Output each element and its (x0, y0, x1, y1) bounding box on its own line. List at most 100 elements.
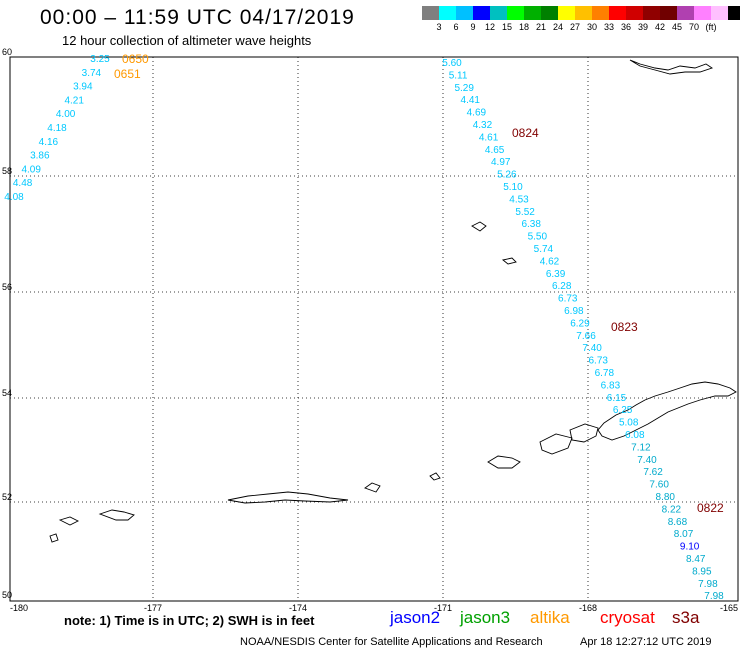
wave-height-label: 6.25 (613, 405, 633, 416)
wave-height-label: 7.40 (582, 343, 602, 354)
timestamp-text: Apr 18 12:27:12 UTC 2019 (580, 636, 712, 648)
wave-height-label: 8.22 (662, 504, 682, 515)
pass-time-label: 0822 (697, 501, 724, 515)
wave-height-label: 3.74 (82, 68, 102, 79)
colorbar-swatch (422, 6, 439, 20)
pass-time-label: 0650 (122, 52, 149, 66)
wave-height-label: 3.25 (90, 54, 110, 65)
wave-height-label: 5.60 (442, 58, 462, 69)
map-subtitle: 12 hour collection of altimeter wave hei… (62, 33, 312, 48)
colorbar-label: 27 (569, 22, 580, 32)
wave-height-label: 6.38 (521, 219, 541, 230)
map-frame (9, 56, 739, 602)
legend-s3a: s3a (672, 608, 700, 627)
latitude-tick-label: 60 (2, 47, 12, 57)
wave-height-label: 4.32 (473, 120, 493, 131)
longitude-tick-label: -180 (10, 603, 28, 613)
altimeter-track-west: 3.25 3.74 3.94 4.21 4.00 4.18 4.16 3.86 4.09 4.48… (4, 54, 110, 203)
wave-height-label: 5.11 (449, 70, 468, 81)
wave-height-label: 7.40 (637, 455, 657, 466)
colorbar-label: 70 (688, 22, 699, 32)
fox-islands (487, 455, 521, 469)
wave-height-label: 8.80 (656, 492, 676, 503)
wave-height-label: 3.86 (30, 151, 50, 162)
colorbar-swatch (694, 6, 711, 20)
unimak-island (569, 423, 599, 443)
rat-islands (227, 491, 349, 504)
coastlines (49, 59, 737, 543)
wave-height-label: 6.73 (558, 294, 578, 305)
wave-height-label: 9.10 (680, 542, 700, 553)
wave-height-label: 4.61 (479, 132, 499, 143)
wave-height-label: 5.10 (503, 182, 523, 193)
wave-height-label: 4.18 (47, 123, 67, 134)
wave-height-label: 7.98 (704, 591, 724, 602)
longitude-tick-label: -165 (720, 603, 738, 613)
graticule (10, 57, 738, 601)
alaska-peninsula (597, 381, 737, 441)
wave-height-label: 4.48 (13, 178, 33, 189)
wave-height-label: 7.60 (649, 480, 669, 491)
wave-height-label: 8.95 (692, 566, 712, 577)
colorbar-swatch (490, 6, 507, 20)
colorbar-labels: 3 6 9 12 15 18 21 24 27 30 33 36 39 42 45 70 (ft) (422, 22, 740, 34)
colorbar-label: 42 (654, 22, 665, 32)
colorbar-label: 30 (586, 22, 597, 32)
latitude-tick-label: 54 (2, 388, 12, 398)
colorbar-label: 3 (436, 22, 442, 32)
pribilof-island (471, 221, 487, 232)
wave-height-label: 4.00 (56, 109, 76, 120)
map-title: 00:00 – 11:59 UTC 04/17/2019 (40, 6, 355, 29)
colorbar-swatch (439, 6, 456, 20)
wave-height-label: 6.08 (625, 430, 645, 441)
longitude-tick-label: -171 (434, 603, 452, 613)
latitude-tick-label: 58 (2, 166, 12, 176)
colorbar-swatch (592, 6, 609, 20)
wave-height-label: 8.68 (668, 517, 688, 528)
wave-height-label: 4.16 (39, 137, 59, 148)
colorbar-label: 9 (470, 22, 476, 32)
wave-height-label: 6.73 (588, 356, 608, 367)
near-islands (98, 509, 135, 521)
island-chain-mid (364, 482, 381, 493)
footnote: note: 1) Time is in UTC; 2) SWH is in fe… (64, 613, 315, 628)
wave-height-label: 4.69 (467, 108, 487, 119)
wave-height-label: 4.09 (21, 164, 41, 175)
island-chain-small (429, 472, 441, 481)
colorbar-label: 6 (453, 22, 459, 32)
colorbar-swatch (711, 6, 728, 20)
colorbar-label: 15 (501, 22, 512, 32)
colorbar-swatch (507, 6, 524, 20)
wave-height-label: 6.83 (601, 380, 621, 391)
colorbar-label: 45 (671, 22, 682, 32)
legend-cryosat: cryosat (600, 608, 655, 627)
wave-height-label: 6.78 (595, 368, 615, 379)
colorbar-swatch (456, 6, 473, 20)
wave-height-label: 6.98 (564, 306, 584, 317)
wave-height-label: 5.29 (454, 83, 474, 94)
wave-height-label: 7.62 (643, 467, 663, 478)
wave-height-label: 7.66 (576, 331, 596, 342)
wave-height-label: 4.62 (540, 256, 560, 267)
wave-height-label: 6.15 (607, 393, 627, 404)
wave-height-label: 4.53 (509, 194, 529, 205)
pass-time-label: 0824 (512, 126, 539, 140)
credit-text: NOAA/NESDIS Center for Satellite Applica… (240, 636, 543, 648)
colorbar-swatch (609, 6, 626, 20)
colorbar (422, 6, 740, 20)
colorbar-swatch (524, 6, 541, 20)
colorbar-swatch (541, 6, 558, 20)
pribilof-island-small (501, 257, 517, 265)
latitude-tick-label: 50 (2, 590, 12, 600)
wave-height-label: 4.65 (485, 145, 505, 156)
legend-altika: altika (530, 608, 570, 627)
colorbar-label: 18 (518, 22, 529, 32)
colorbar-swatch (575, 6, 592, 20)
wave-height-label: 4.08 (4, 192, 24, 203)
wave-height-label: 5.26 (497, 170, 517, 181)
pass-time-label: 0823 (611, 320, 638, 334)
latitude-tick-label: 56 (2, 282, 12, 292)
attu-island (58, 516, 80, 526)
